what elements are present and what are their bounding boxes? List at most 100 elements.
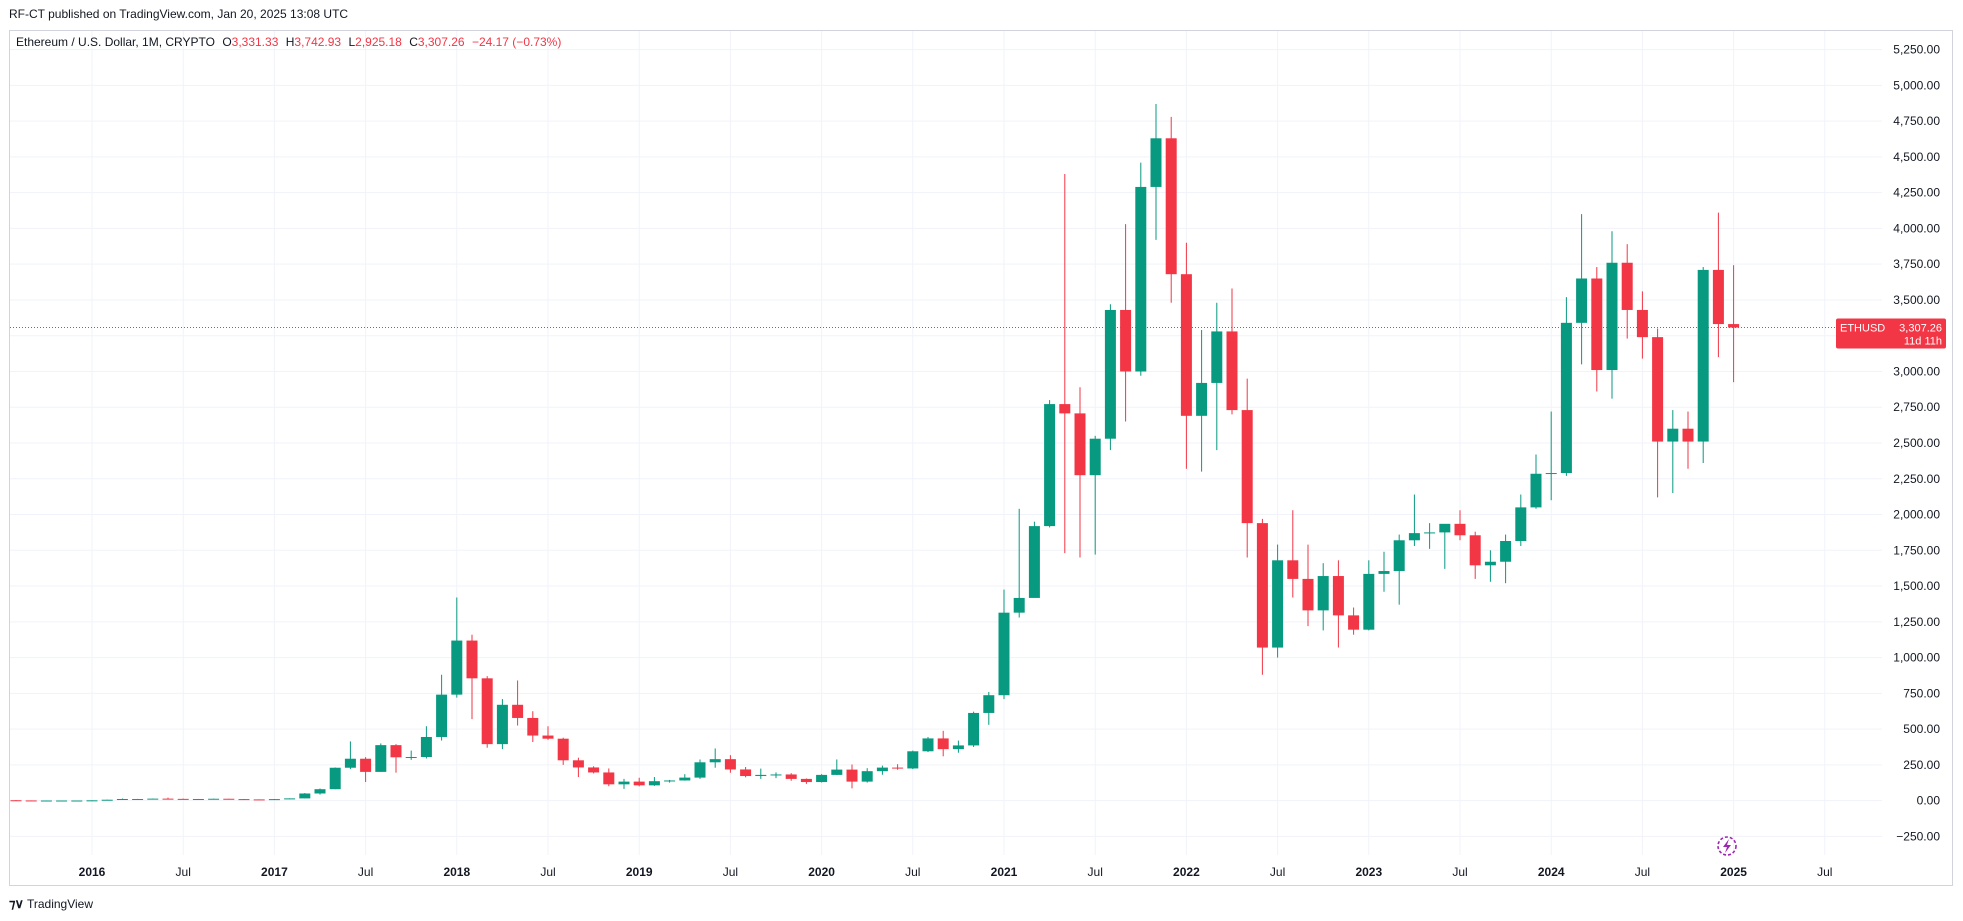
y-tick-label: 1,250.00 [1893,615,1940,629]
candle-body [1074,413,1086,476]
candle-body [694,762,706,778]
candle [876,765,888,775]
candle [1484,550,1496,582]
candle-body [451,640,463,695]
symbol-legend: Ethereum / U.S. Dollar, 1M, CRYPTO O3,33… [16,35,561,49]
candle-body [1636,309,1648,338]
candle-body [1241,410,1253,524]
x-tick-label: 2018 [443,865,470,879]
candle [542,726,554,740]
candle [1272,544,1284,658]
candle-body [1348,615,1360,630]
candle [831,759,843,776]
candle [71,800,83,802]
candle-body [268,799,280,801]
candle-body [937,738,949,750]
price-tag-countdown: 11d 11h [1904,336,1942,348]
candle [1408,494,1420,546]
candle-body [10,800,22,802]
candle-body [1211,331,1223,383]
lightning-icon[interactable] [1717,836,1737,856]
candle [1044,400,1056,528]
candle-body [907,751,919,769]
candle [344,741,356,770]
candle-body [1317,576,1329,611]
candle [527,711,539,742]
candle-body [846,769,858,782]
candle-body [1089,438,1101,476]
candle-body [618,781,630,785]
candle [755,768,767,779]
candle-body [1332,576,1344,616]
candle-body [922,738,934,752]
candle-body [405,757,417,759]
candle-body [512,704,524,718]
candle [390,744,402,773]
candle [557,737,569,765]
candle [907,750,919,770]
candle [253,799,265,801]
legend-low-value: 2,925.18 [355,35,402,49]
x-tick-label: 2021 [991,865,1018,879]
tradingview-logo-icon[interactable]: ⁊∨ [9,896,24,911]
candle [162,797,174,800]
candle-body [952,745,964,750]
candle-body [1393,540,1405,572]
candle [1211,302,1223,451]
candle [1378,551,1390,592]
candle-body [1272,560,1284,648]
footer-brand[interactable]: TradingView [26,897,94,911]
candle-body [1530,473,1542,508]
candle [922,736,934,752]
y-tick-label: 2,000.00 [1893,508,1940,522]
candle [1439,523,1451,569]
candle [664,779,676,783]
candle [177,798,189,800]
candle-body [25,800,37,802]
candle [1196,329,1208,472]
candle [1636,291,1648,359]
x-tick-label: 2020 [808,865,835,879]
candle [1150,103,1162,240]
candle [572,757,584,778]
candle [1363,560,1375,631]
candle-body [101,799,113,801]
x-tick-label: Jul [723,865,738,879]
candle-body [208,798,220,800]
x-tick-label: 2017 [261,865,288,879]
candle [1089,435,1101,555]
candle-body [816,774,828,783]
x-tick-label: Jul [1088,865,1103,879]
candle-body [527,717,539,736]
candle [116,798,128,800]
time-axis: 2016 Jul 2017 Jul 2018 Jul 2019 Jul 2020 Jul 2021 J… [79,865,1833,879]
y-tick-label: 4,250.00 [1893,186,1940,200]
legend-close-value: 3,307.26 [417,35,465,49]
candle-body [679,777,691,781]
candle-body [800,778,812,783]
candle [1180,242,1192,469]
candle [466,634,478,720]
candle-body [1226,331,1238,411]
candle-body [116,798,128,800]
candle-body [299,793,311,799]
chart-frame [9,30,1953,886]
candle-body [1059,404,1071,414]
x-tick-label: 2025 [1720,865,1747,879]
candle-body [314,789,326,794]
candle-body [1120,309,1132,372]
candle-body [755,774,767,777]
published-by-line: RF-CT published on TradingView.com, Jan … [9,7,349,21]
candle [1241,378,1253,558]
candle [1074,387,1086,558]
candle-body [71,800,83,802]
candle-body [1256,523,1268,648]
candle-body [831,769,843,775]
footer: ⁊∨ TradingView [9,896,93,912]
candle-body [1682,428,1694,442]
candle-body [375,745,387,772]
y-tick-label: 1,750.00 [1893,543,1940,557]
candle [1104,304,1116,451]
y-tick-label: 750.00 [1903,686,1940,700]
